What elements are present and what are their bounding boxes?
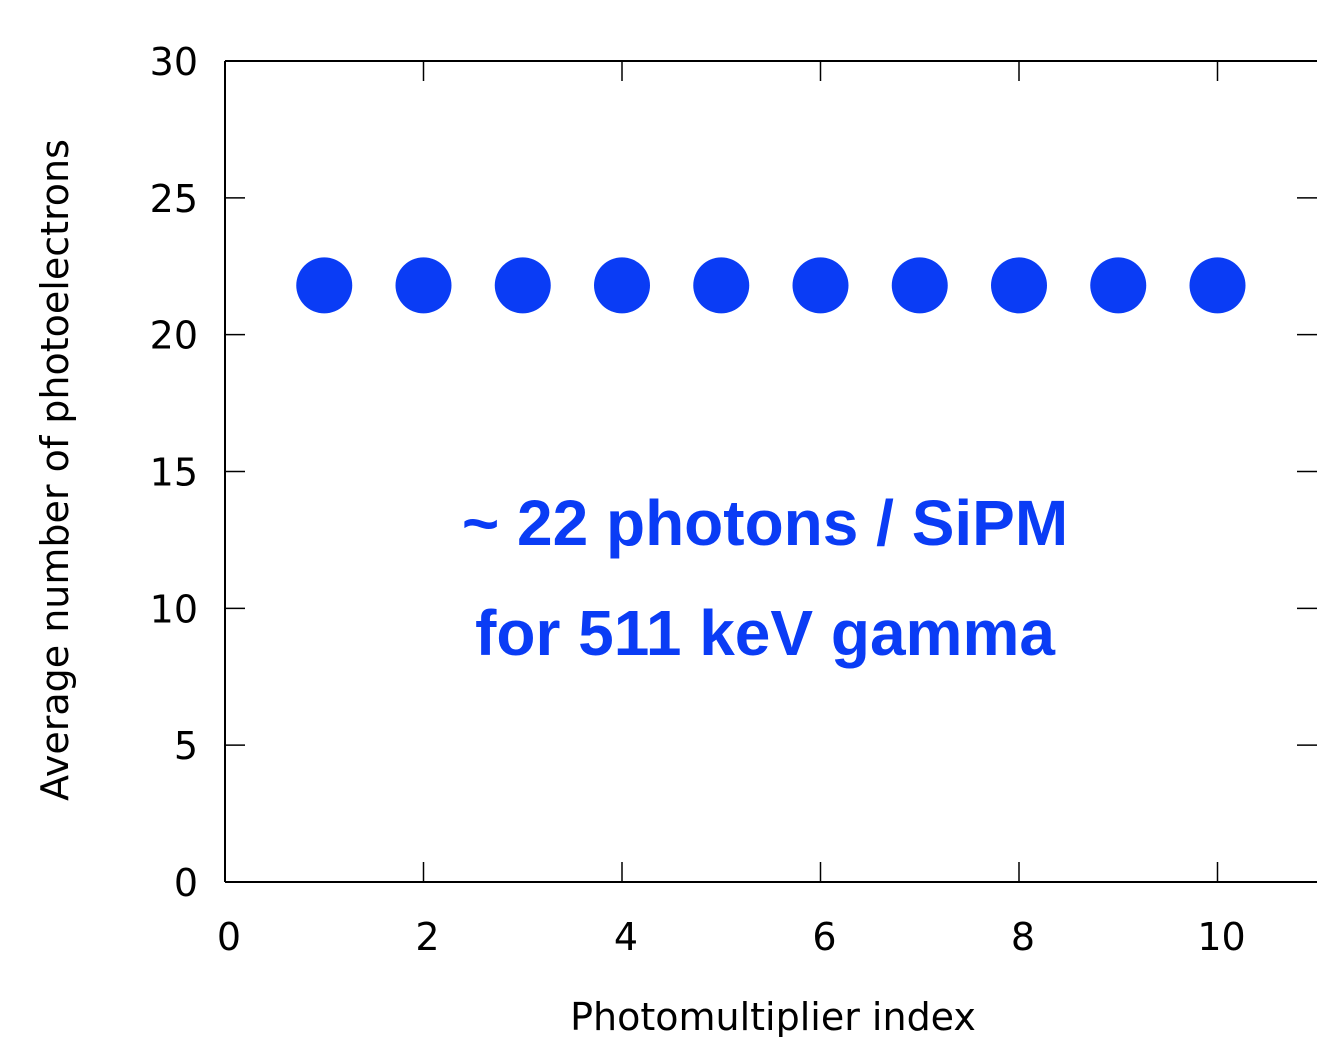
y-tick-label: 25 <box>150 177 198 221</box>
x-tick-label: 6 <box>812 915 836 959</box>
y-tick-label: 15 <box>150 451 198 495</box>
annotation-line-1: ~ 22 photons / SiPM <box>462 487 1068 559</box>
data-points <box>296 257 1246 314</box>
x-tick-label: 4 <box>614 915 638 959</box>
y-tick-label: 5 <box>174 724 198 768</box>
y-tick-label: 10 <box>150 587 198 631</box>
data-point <box>1090 257 1147 314</box>
data-point <box>494 257 551 314</box>
x-tick-label: 10 <box>1197 915 1245 959</box>
x-tick-label: 0 <box>217 915 241 959</box>
data-point <box>395 257 452 314</box>
data-point <box>991 257 1047 314</box>
y-tick-label: 20 <box>150 314 198 358</box>
y-tick-label: 0 <box>174 861 198 905</box>
annotation-line-2: for 511 keV gamma <box>475 597 1055 669</box>
data-point <box>693 257 750 314</box>
y-axis-label: Average number of photoelectrons <box>33 139 77 801</box>
x-tick-label: 2 <box>415 915 439 959</box>
data-point <box>1189 257 1246 314</box>
y-tick-label: 30 <box>150 40 198 84</box>
data-point <box>296 257 353 314</box>
axis-ticks: 0 2 4 6 8 10 0 5 10 15 20 25 30 <box>150 40 1317 959</box>
x-axis-label: Photomultiplier index <box>570 995 976 1037</box>
data-point <box>792 257 849 314</box>
data-point <box>891 257 948 314</box>
plot-frame <box>224 60 1317 883</box>
data-point <box>594 257 650 314</box>
x-tick-label: 8 <box>1011 915 1035 959</box>
